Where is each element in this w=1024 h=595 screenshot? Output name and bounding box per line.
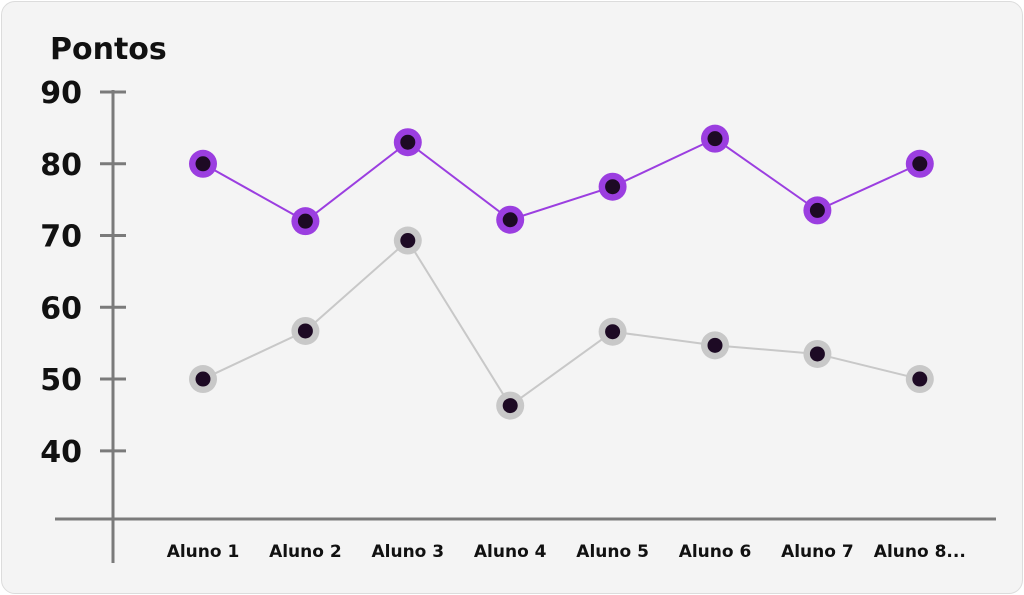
- data-point-center: [502, 398, 518, 414]
- data-point-center: [707, 131, 723, 147]
- x-tick-label: Aluno 7: [781, 542, 854, 562]
- data-point-center: [912, 156, 928, 172]
- x-ticks: Aluno 1 Aluno 2 Aluno 3 Aluno 4 Aluno 5 Aluno…: [167, 542, 966, 562]
- data-point-center: [195, 371, 211, 387]
- data-point-center: [502, 212, 518, 228]
- x-tick-label: Aluno 3: [371, 542, 444, 562]
- series-line: [202, 137, 921, 223]
- x-tick-label: Aluno 2: [269, 542, 342, 562]
- series-1: [189, 124, 934, 236]
- data-point-center: [707, 337, 723, 353]
- x-tick-label: Aluno 1: [167, 542, 240, 562]
- y-tick-label: 40: [40, 435, 82, 470]
- data-point-center: [297, 213, 313, 229]
- y-axis-label: Pontos: [50, 32, 167, 67]
- y-ticks: 90 80 70 60 50 40: [40, 76, 126, 470]
- y-tick-label: 70: [40, 220, 82, 255]
- data-point-center: [297, 323, 313, 339]
- data-point-center: [195, 156, 211, 172]
- x-tick-label: Aluno 8...: [874, 542, 966, 562]
- data-point-center: [605, 324, 621, 340]
- x-tick-label: Aluno 4: [474, 542, 547, 562]
- data-point-center: [605, 179, 621, 195]
- data-point-center: [400, 233, 416, 249]
- y-tick-label: 60: [40, 291, 82, 326]
- x-tick-label: Aluno 5: [576, 542, 649, 562]
- x-tick-label: Aluno 6: [679, 542, 752, 562]
- data-point-center: [809, 202, 825, 218]
- series-line: [202, 239, 921, 408]
- data-point-center: [400, 134, 416, 150]
- y-tick-label: 50: [40, 363, 82, 398]
- series-layer: [189, 124, 934, 420]
- y-tick-label: 90: [40, 76, 82, 111]
- data-point-center: [912, 371, 928, 387]
- series-2: [189, 226, 934, 420]
- data-point-center: [809, 346, 825, 362]
- y-tick-label: 80: [40, 148, 82, 183]
